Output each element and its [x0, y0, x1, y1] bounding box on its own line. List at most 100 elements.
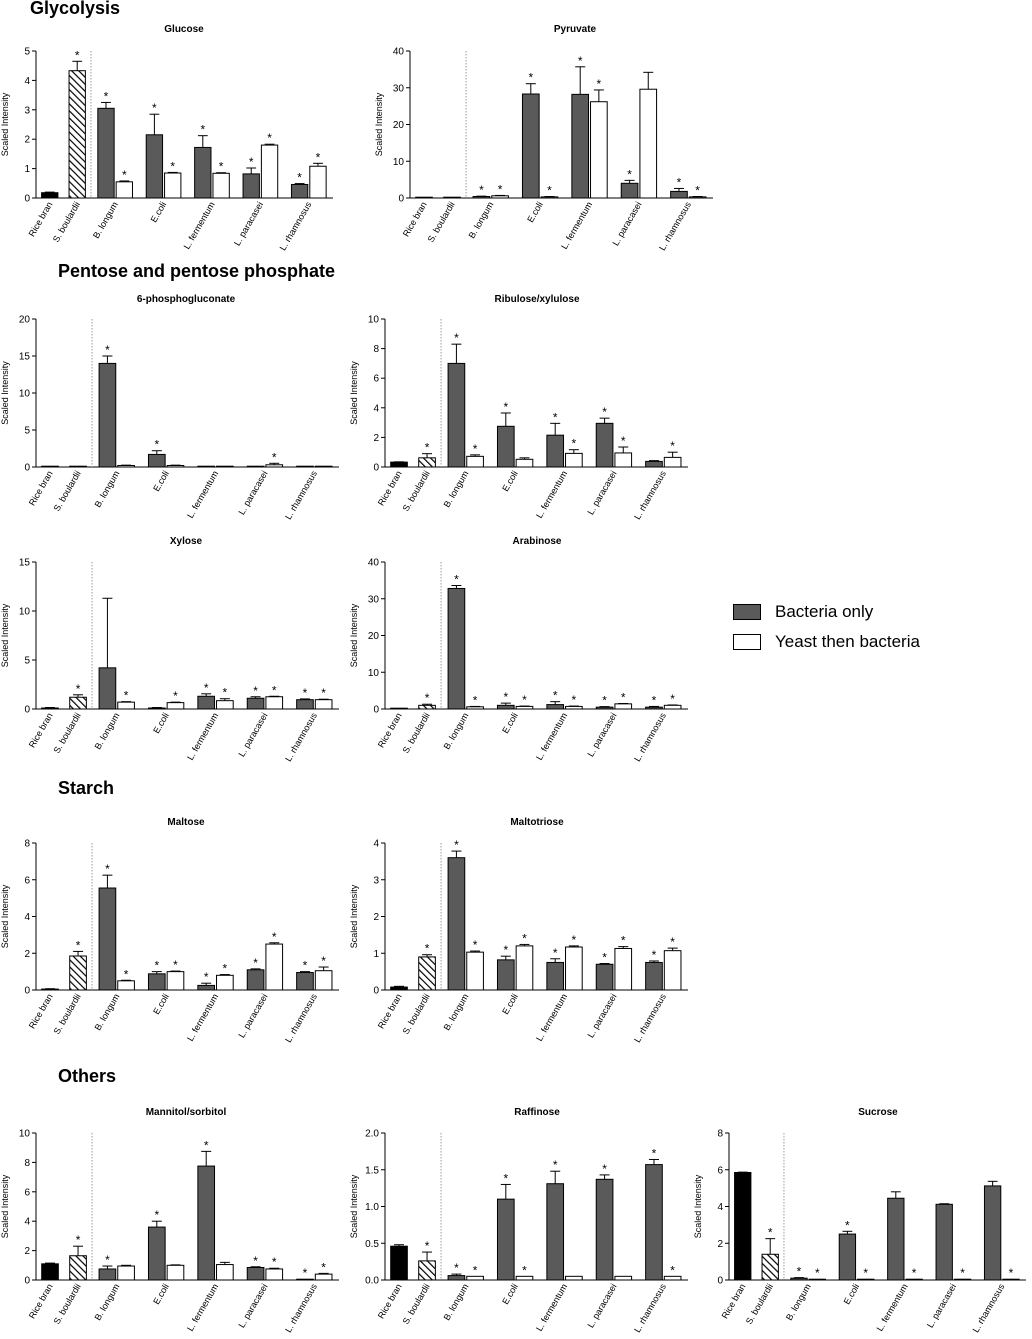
- significance-star: *: [503, 400, 508, 414]
- significance-star: *: [454, 573, 459, 587]
- y-tick-label: 3: [24, 105, 30, 116]
- significance-star: *: [104, 89, 109, 103]
- bar-yeast-then-bacteria-l-fermentum: [905, 1278, 923, 1281]
- significance-star: *: [602, 694, 607, 708]
- significance-star: *: [547, 184, 552, 198]
- significance-star: *: [303, 1266, 308, 1280]
- y-tick-label: 1: [24, 164, 30, 175]
- y-tick-label: 4: [24, 76, 30, 87]
- y-tick-label: 4: [717, 1202, 723, 1213]
- y-tick-label: 10: [393, 157, 405, 168]
- y-axis-label: Scaled Intensity: [0, 361, 10, 425]
- chart-title: Arabinose: [513, 536, 562, 547]
- bar-yeast-then-bacteria-l-rhamnosus: [314, 465, 333, 468]
- y-tick-label: 30: [368, 594, 380, 605]
- y-tick-label: 0.0: [365, 1276, 379, 1287]
- significance-star: *: [652, 1146, 657, 1160]
- y-tick-label: 2.0: [365, 1129, 379, 1140]
- significance-star: *: [621, 690, 626, 704]
- section-title-others: Others: [58, 1066, 117, 1086]
- significance-star: *: [321, 1260, 326, 1274]
- significance-star: *: [267, 131, 272, 145]
- significance-star: *: [602, 405, 607, 419]
- y-axis-label: Scaled Intensity: [0, 1174, 10, 1238]
- significance-star: *: [528, 71, 533, 85]
- significance-star: *: [652, 948, 657, 962]
- significance-star: *: [154, 1208, 159, 1222]
- y-tick-label: 0: [24, 705, 30, 716]
- significance-star: *: [454, 838, 459, 852]
- chart-title: Maltose: [167, 817, 205, 828]
- y-tick-label: 10: [19, 607, 31, 618]
- significance-star: *: [473, 1263, 478, 1277]
- significance-star: *: [272, 683, 277, 697]
- y-tick-label: 0: [373, 986, 379, 997]
- bar-rice-bran: [734, 1172, 752, 1281]
- significance-star: *: [425, 691, 430, 705]
- chart-title: Raffinose: [514, 1107, 560, 1118]
- y-tick-label: 2: [717, 1239, 723, 1250]
- y-axis-label: Scaled Intensity: [349, 884, 359, 948]
- significance-star: *: [553, 946, 558, 960]
- x-tick-label: Rice bran: [720, 1282, 748, 1320]
- legend-item-bacteria-only: Bacteria only: [733, 597, 920, 627]
- y-tick-label: 40: [368, 558, 380, 569]
- significance-star: *: [223, 686, 228, 700]
- y-tick-label: 10: [19, 1129, 31, 1140]
- y-tick-label: 20: [19, 315, 31, 326]
- legend-swatch-bacteria-only: [733, 604, 761, 620]
- significance-star: *: [105, 343, 110, 357]
- y-tick-label: 20: [393, 120, 405, 131]
- y-tick-label: 4: [24, 912, 30, 923]
- significance-star: *: [652, 693, 657, 707]
- x-tick-label: L. paracasei: [925, 1282, 958, 1329]
- significance-star: *: [1009, 1266, 1014, 1280]
- significance-star: *: [249, 155, 254, 169]
- legend-swatch-yeast-then-bacteria: [733, 634, 761, 650]
- y-axis-label: Scaled Intensity: [0, 92, 10, 156]
- significance-star: *: [454, 331, 459, 345]
- bar-yeast-then-bacteria-l-rhamnosus: [663, 1275, 682, 1281]
- significance-star: *: [122, 168, 127, 182]
- y-tick-label: 8: [373, 344, 379, 355]
- significance-star: *: [152, 101, 157, 115]
- significance-star: *: [522, 931, 527, 945]
- significance-star: *: [272, 450, 277, 464]
- significance-star: *: [553, 410, 558, 424]
- bar-s-boulardii: [69, 465, 87, 468]
- significance-star: *: [845, 1218, 850, 1232]
- significance-star: *: [503, 690, 508, 704]
- bar-yeast-then-bacteria-l-fermentum: [216, 465, 234, 468]
- bar-yeast-then-bacteria-e-coli: [515, 1275, 534, 1281]
- significance-star: *: [76, 682, 81, 696]
- y-tick-label: 0: [373, 705, 379, 716]
- y-tick-label: 5: [24, 426, 30, 437]
- significance-star: *: [303, 686, 308, 700]
- y-tick-label: 10: [368, 315, 380, 326]
- y-tick-label: 8: [24, 1158, 30, 1169]
- y-tick-label: 0: [398, 194, 404, 205]
- bar-rice-bran: [415, 196, 433, 199]
- significance-star: *: [695, 184, 700, 198]
- significance-star: *: [223, 962, 228, 976]
- bar-bacteria-only-l-paracasei: [246, 465, 265, 468]
- chart-title: Maltotriose: [510, 817, 564, 828]
- y-tick-label: 15: [19, 558, 31, 569]
- y-tick-label: 3: [373, 875, 379, 886]
- significance-star: *: [815, 1266, 820, 1280]
- significance-star: *: [677, 175, 682, 189]
- bar-yeast-then-bacteria-l-paracasei: [953, 1278, 972, 1281]
- significance-star: *: [105, 1253, 110, 1267]
- y-tick-label: 6: [24, 875, 30, 886]
- y-tick-label: 4: [373, 839, 379, 850]
- significance-star: *: [154, 959, 159, 973]
- significance-star: *: [621, 434, 626, 448]
- significance-star: *: [316, 150, 321, 164]
- significance-star: *: [670, 692, 675, 706]
- chart-title: Mannitol/sorbitol: [146, 1107, 227, 1118]
